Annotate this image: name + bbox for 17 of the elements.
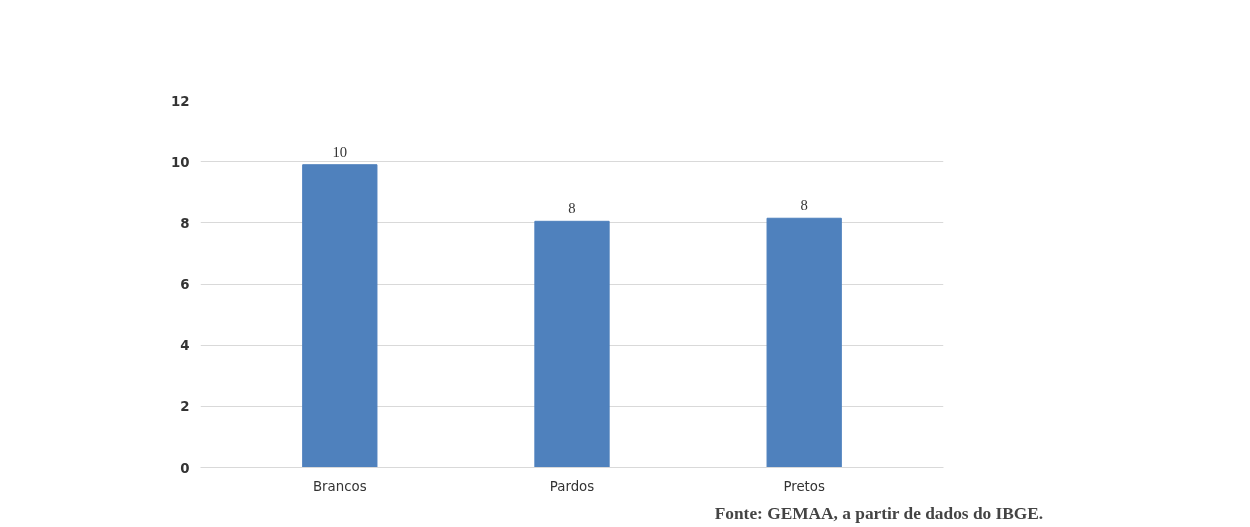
bar [534,220,610,468]
bar [302,164,378,468]
y-tick-label: 6 [180,277,190,292]
y-tick-label: 0 [180,460,190,476]
x-tick-label: Brancos [312,478,367,494]
y-tick-label: 10 [170,154,190,170]
y-tick-label: 2 [180,399,190,415]
y-tick-label: 4 [180,338,190,354]
x-tick-label: Pretos [783,478,825,494]
y-tick-label: 12 [170,93,190,109]
x-tick-label: Pardos [549,478,595,494]
data-label: 10 [332,143,348,160]
y-tick-label: 8 [180,215,190,231]
source-note: Fonte: GEMAA, a partir de dados do IBGE. [714,503,1044,523]
bar [766,217,842,468]
data-label: 8 [568,200,576,217]
data-label: 8 [800,197,808,214]
